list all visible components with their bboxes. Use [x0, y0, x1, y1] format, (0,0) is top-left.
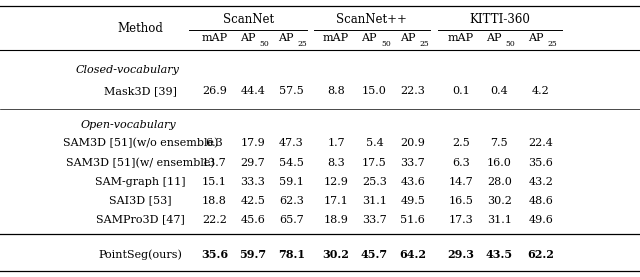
Text: 64.2: 64.2 [399, 249, 426, 260]
Text: 31.1: 31.1 [362, 196, 387, 206]
Text: 45.7: 45.7 [361, 249, 388, 260]
Text: 45.6: 45.6 [241, 215, 265, 225]
Text: 0.1: 0.1 [452, 86, 470, 96]
Text: Mask3D [39]: Mask3D [39] [104, 86, 177, 96]
Text: SAM-graph [11]: SAM-graph [11] [95, 177, 186, 187]
Text: 16.0: 16.0 [487, 158, 511, 168]
Text: 59.1: 59.1 [279, 177, 303, 187]
Text: 25: 25 [419, 40, 429, 48]
Text: ScanNet++: ScanNet++ [337, 13, 407, 26]
Text: 16.5: 16.5 [449, 196, 473, 206]
Text: SAI3D [53]: SAI3D [53] [109, 196, 172, 206]
Text: mAP: mAP [323, 33, 349, 43]
Text: 8.8: 8.8 [327, 86, 345, 96]
Text: 6.3: 6.3 [452, 158, 470, 168]
Text: SAMPro3D [47]: SAMPro3D [47] [97, 215, 185, 225]
Text: 35.6: 35.6 [529, 158, 553, 168]
Text: 0.4: 0.4 [490, 86, 508, 96]
Text: 17.5: 17.5 [362, 158, 387, 168]
Text: 44.4: 44.4 [241, 86, 265, 96]
Text: 29.7: 29.7 [241, 158, 265, 168]
Text: 43.5: 43.5 [486, 249, 513, 260]
Text: AP: AP [362, 33, 377, 43]
Text: 33.3: 33.3 [241, 177, 265, 187]
Text: 22.4: 22.4 [529, 138, 553, 148]
Text: SAM3D [51](w/ ensemble): SAM3D [51](w/ ensemble) [67, 157, 215, 168]
Text: 20.9: 20.9 [401, 138, 425, 148]
Text: 57.5: 57.5 [279, 86, 303, 96]
Text: PointSeg(ours): PointSeg(ours) [99, 249, 183, 260]
Text: AP: AP [240, 33, 255, 43]
Text: 62.3: 62.3 [279, 196, 303, 206]
Text: 22.3: 22.3 [401, 86, 425, 96]
Text: 14.7: 14.7 [449, 177, 473, 187]
Text: 17.1: 17.1 [324, 196, 348, 206]
Text: SAM3D [51](w/o ensemble): SAM3D [51](w/o ensemble) [63, 138, 218, 149]
Text: 12.9: 12.9 [324, 177, 348, 187]
Text: 50: 50 [506, 40, 516, 48]
Text: 1.7: 1.7 [327, 138, 345, 148]
Text: 65.7: 65.7 [279, 215, 303, 225]
Text: 49.5: 49.5 [401, 196, 425, 206]
Text: 5.4: 5.4 [365, 138, 383, 148]
Text: Method: Method [118, 22, 164, 35]
Text: 33.7: 33.7 [362, 215, 387, 225]
Text: 15.1: 15.1 [202, 177, 227, 187]
Text: 51.6: 51.6 [401, 215, 425, 225]
Text: 50: 50 [259, 40, 269, 48]
Text: AP: AP [528, 33, 543, 43]
Text: 25: 25 [298, 40, 308, 48]
Text: 35.6: 35.6 [201, 249, 228, 260]
Text: 62.2: 62.2 [527, 249, 554, 260]
Text: KITTI-360: KITTI-360 [469, 13, 531, 26]
Text: 18.9: 18.9 [324, 215, 348, 225]
Text: 6.3: 6.3 [205, 138, 223, 148]
Text: 30.2: 30.2 [487, 196, 511, 206]
Text: mAP: mAP [448, 33, 474, 43]
Text: 49.6: 49.6 [529, 215, 553, 225]
Text: ScanNet: ScanNet [223, 13, 274, 26]
Text: 4.2: 4.2 [532, 86, 550, 96]
Text: 43.2: 43.2 [529, 177, 553, 187]
Text: 2.5: 2.5 [452, 138, 470, 148]
Text: 15.0: 15.0 [362, 86, 387, 96]
Text: 22.2: 22.2 [202, 215, 227, 225]
Text: AP: AP [400, 33, 415, 43]
Text: 48.6: 48.6 [529, 196, 553, 206]
Text: 25.3: 25.3 [362, 177, 387, 187]
Text: 13.7: 13.7 [202, 158, 227, 168]
Text: mAP: mAP [202, 33, 227, 43]
Text: Open-vocabulary: Open-vocabulary [80, 120, 176, 130]
Text: 30.2: 30.2 [323, 249, 349, 260]
Text: 47.3: 47.3 [279, 138, 303, 148]
Text: 50: 50 [381, 40, 391, 48]
Text: 7.5: 7.5 [490, 138, 508, 148]
Text: AP: AP [486, 33, 502, 43]
Text: 59.7: 59.7 [239, 249, 266, 260]
Text: Closed-vocabulary: Closed-vocabulary [76, 65, 180, 75]
Text: 17.3: 17.3 [449, 215, 473, 225]
Text: 42.5: 42.5 [241, 196, 265, 206]
Text: 33.7: 33.7 [401, 158, 425, 168]
Text: 28.0: 28.0 [487, 177, 511, 187]
Text: 8.3: 8.3 [327, 158, 345, 168]
Text: 78.1: 78.1 [278, 249, 305, 260]
Text: AP: AP [278, 33, 294, 43]
Text: 25: 25 [547, 40, 557, 48]
Text: 54.5: 54.5 [279, 158, 303, 168]
Text: 17.9: 17.9 [241, 138, 265, 148]
Text: 43.6: 43.6 [401, 177, 425, 187]
Text: 31.1: 31.1 [487, 215, 511, 225]
Text: 26.9: 26.9 [202, 86, 227, 96]
Text: 29.3: 29.3 [447, 249, 474, 260]
Text: 18.8: 18.8 [202, 196, 227, 206]
